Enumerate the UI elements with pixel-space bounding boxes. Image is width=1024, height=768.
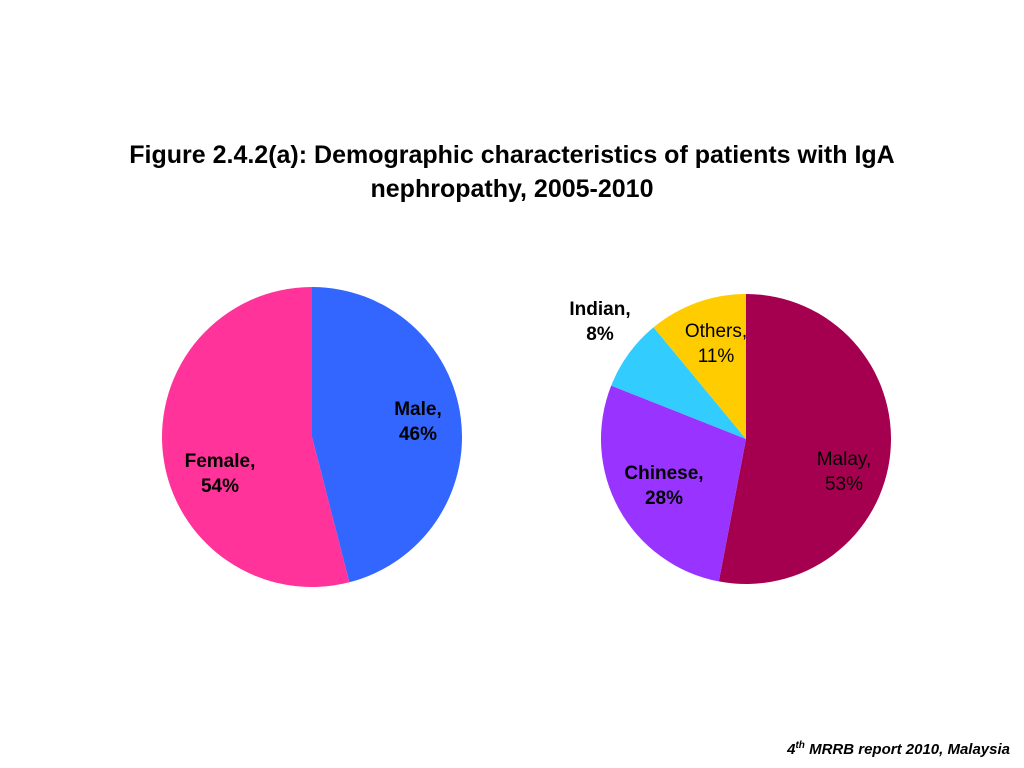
- pie-1-slice-female: [162, 287, 350, 587]
- chart-title-line-1: Figure 2.4.2(a): Demographic characteris…: [129, 141, 895, 169]
- pie-2-label-malay: Malay, 53%: [817, 449, 872, 495]
- source-text: MRRB report 2010, Malaysia: [804, 741, 1010, 758]
- pie-2-label-chinese: Chinese, 28%: [624, 463, 703, 509]
- pie-2-slice-chinese: [600, 385, 746, 582]
- pie-1-label-male: Male, 46%: [394, 399, 442, 445]
- pie-chart-1: Male, 46% Female, 54%: [162, 287, 463, 587]
- chart-title: Figure 2.4.2(a): Demographic characteris…: [40, 138, 984, 206]
- pie-1-slice-male: [312, 287, 463, 583]
- pie-2-slice-malay: [718, 294, 892, 585]
- pie-2-slice-indian: [611, 327, 746, 439]
- pie-2-slice-others: [653, 294, 746, 439]
- pie-chart-2: Malay, 53% Chinese, 28% Indian, 8% Others, 11%: [569, 294, 892, 585]
- source-superscript: th: [795, 740, 805, 751]
- source-note: 4th MRRB report 2010, Malaysia: [787, 740, 1010, 758]
- source-number: 4: [787, 741, 796, 758]
- pie-2-label-others: Others, 11%: [685, 321, 747, 367]
- chart-title-line-2: nephropathy, 2005-2010: [370, 175, 654, 203]
- pie-1-label-female: Female, 54%: [185, 451, 256, 497]
- pie-2-label-indian: Indian, 8%: [569, 299, 630, 345]
